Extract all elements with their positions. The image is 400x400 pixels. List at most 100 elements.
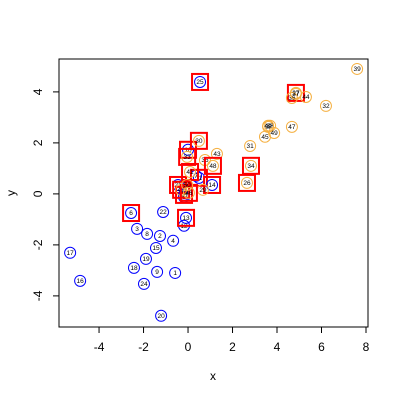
point-label: 50 bbox=[184, 182, 192, 189]
point-label: 7 bbox=[194, 173, 198, 180]
point-label: 32 bbox=[322, 103, 330, 110]
highlight-box bbox=[122, 204, 141, 223]
x-tick-label: 6 bbox=[318, 340, 325, 354]
x-tick-label: 4 bbox=[274, 340, 281, 354]
y-tick-label: -2 bbox=[31, 239, 45, 250]
y-tick-label: 4 bbox=[31, 88, 45, 95]
highlight-box bbox=[203, 156, 222, 175]
point bbox=[244, 159, 257, 172]
point-label: 10 bbox=[184, 147, 192, 154]
point-label: 34 bbox=[247, 163, 255, 170]
point-label: 47 bbox=[288, 124, 296, 131]
point-label: 24 bbox=[140, 281, 148, 288]
y-tick-label: 0 bbox=[31, 190, 45, 197]
point bbox=[206, 178, 219, 191]
point-label: 25 bbox=[196, 79, 204, 86]
x-tick-label: 0 bbox=[185, 340, 192, 354]
point-label: 38 bbox=[266, 123, 274, 130]
point-label: 2 bbox=[158, 233, 162, 240]
point-label: 1 bbox=[173, 270, 177, 277]
point-label: 31 bbox=[246, 143, 254, 150]
point bbox=[206, 159, 219, 172]
point-label: 37 bbox=[292, 91, 300, 98]
point bbox=[64, 246, 77, 259]
point-label: 17 bbox=[67, 250, 75, 257]
point bbox=[194, 75, 207, 88]
point bbox=[169, 266, 182, 279]
point bbox=[180, 211, 193, 224]
point-label: 3 bbox=[135, 226, 139, 233]
point-label: 9 bbox=[155, 269, 159, 276]
point bbox=[181, 178, 194, 191]
highlight-box bbox=[203, 175, 222, 194]
highlight-box bbox=[241, 156, 260, 175]
point-label: 48 bbox=[209, 163, 217, 170]
point-label: 39 bbox=[353, 66, 361, 73]
highlight-box bbox=[237, 173, 256, 192]
point-label: 46 bbox=[185, 190, 193, 197]
point bbox=[285, 92, 298, 105]
point bbox=[192, 134, 205, 147]
point bbox=[151, 265, 164, 278]
point bbox=[299, 90, 312, 103]
highlight-box bbox=[189, 131, 208, 150]
point-label: 41 bbox=[186, 169, 194, 176]
point bbox=[127, 261, 140, 274]
point bbox=[319, 99, 332, 112]
point bbox=[125, 207, 138, 220]
point-label: 49 bbox=[271, 130, 279, 137]
point-label: 43 bbox=[213, 151, 221, 158]
highlight-box bbox=[177, 208, 196, 227]
point bbox=[155, 309, 168, 322]
point bbox=[131, 222, 144, 235]
point-label: 44 bbox=[302, 94, 310, 101]
point-label: 16 bbox=[77, 278, 85, 285]
point-label: 30 bbox=[195, 138, 203, 145]
highlight-box bbox=[175, 185, 194, 204]
point-label: 27 bbox=[292, 90, 300, 97]
point-label: 29 bbox=[199, 187, 207, 194]
y-tick-label: -4 bbox=[31, 290, 45, 301]
point-label: 36 bbox=[288, 95, 296, 102]
x-tick-label: -4 bbox=[94, 340, 105, 354]
point-label: 28 bbox=[264, 124, 272, 131]
point bbox=[244, 139, 257, 152]
highlight-box bbox=[179, 183, 198, 202]
point-label: 40 bbox=[264, 123, 272, 130]
point-label: 6 bbox=[129, 210, 133, 217]
x-axis-label: x bbox=[210, 369, 216, 383]
y-axis-label: y bbox=[4, 190, 18, 196]
point-label: 13 bbox=[182, 215, 190, 222]
point-label: 11 bbox=[196, 175, 203, 182]
point bbox=[181, 150, 194, 163]
point-label: 20 bbox=[157, 313, 165, 320]
point bbox=[167, 234, 180, 247]
point bbox=[139, 252, 152, 265]
point-label: 45 bbox=[261, 134, 269, 141]
point-label: 15 bbox=[152, 245, 160, 252]
point-label: 19 bbox=[142, 256, 150, 263]
point bbox=[141, 227, 154, 240]
point-label: 26 bbox=[243, 180, 251, 187]
point-label: 18 bbox=[130, 265, 138, 272]
point-label: 14 bbox=[208, 182, 216, 189]
point bbox=[157, 205, 170, 218]
point bbox=[149, 241, 162, 254]
plot-frame bbox=[58, 58, 369, 328]
point-label: 22 bbox=[159, 209, 167, 216]
x-tick-label: 2 bbox=[229, 340, 236, 354]
point-label: 8 bbox=[145, 231, 149, 238]
highlight-box bbox=[191, 72, 210, 91]
point-label: 4 bbox=[171, 238, 175, 245]
point-label: 33 bbox=[184, 154, 192, 161]
point bbox=[285, 120, 298, 133]
x-tick-label: 8 bbox=[363, 340, 370, 354]
point bbox=[351, 62, 364, 75]
point bbox=[210, 147, 223, 160]
point bbox=[262, 119, 275, 132]
point bbox=[74, 274, 87, 287]
point bbox=[182, 186, 195, 199]
point bbox=[153, 229, 166, 242]
point bbox=[268, 126, 281, 139]
